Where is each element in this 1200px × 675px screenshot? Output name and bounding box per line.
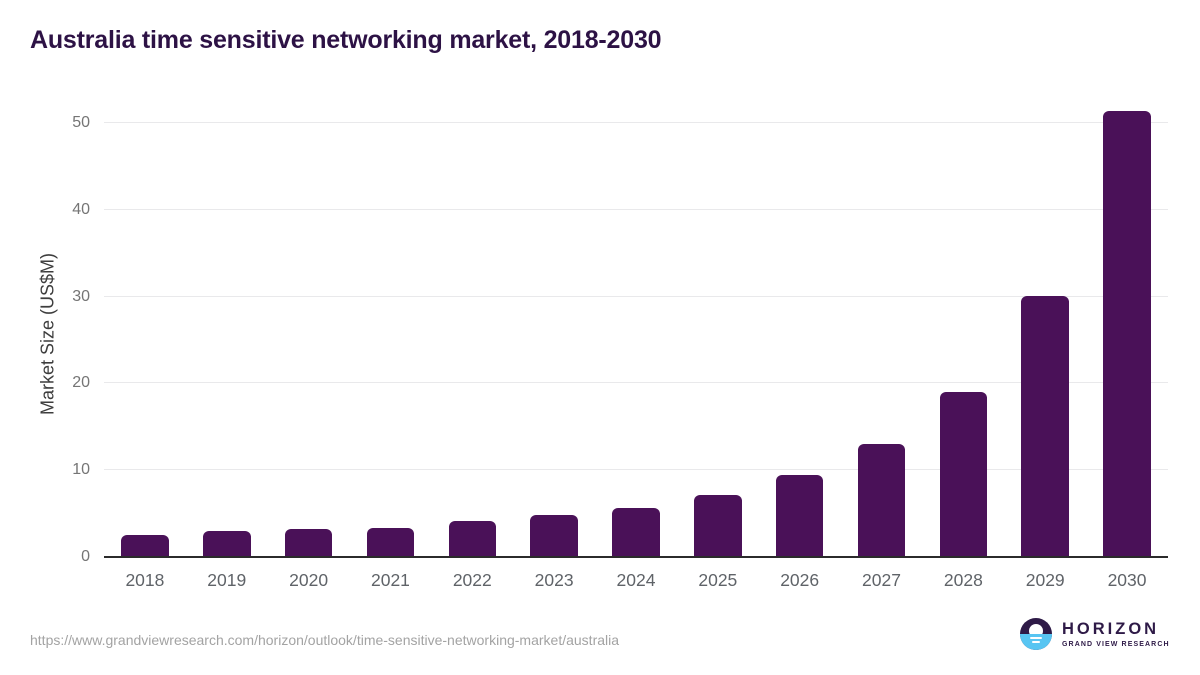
brand-logo: HORIZON GRAND VIEW RESEARCH	[1020, 618, 1170, 650]
bar-band-2022	[431, 111, 513, 557]
x-tick-label-2024: 2024	[616, 570, 656, 590]
x-tick-label-2019: 2019	[207, 570, 247, 590]
brand-subtitle: GRAND VIEW RESEARCH	[1062, 640, 1170, 648]
x-tick-label-2029: 2029	[1025, 570, 1065, 590]
x-tick-label-2026: 2026	[780, 570, 820, 590]
bar-band-2023	[513, 111, 595, 557]
bar-band-2027	[841, 111, 923, 557]
bar-2029[interactable]	[1021, 295, 1069, 557]
plot-area	[104, 111, 1168, 558]
bar-band-2029	[1004, 111, 1086, 557]
y-tick-label-50: 50	[72, 114, 90, 132]
water-icon	[1020, 634, 1052, 650]
bar-2020[interactable]	[284, 529, 333, 557]
wave-line-icon	[1032, 641, 1040, 643]
x-tick-label-2025: 2025	[698, 570, 738, 590]
gridline	[104, 469, 1168, 471]
x-axis-tick-labels: 2018 2019 2020 2021 2022 2023 2024 2025 2026 2027…	[104, 570, 1168, 591]
bar-band-2030	[1086, 111, 1168, 557]
gridline	[104, 122, 1168, 124]
bar-band-2026	[759, 111, 841, 557]
bar-2028[interactable]	[939, 392, 988, 557]
bar-band-2019	[186, 111, 268, 557]
brand-name: HORIZON	[1062, 619, 1160, 638]
x-tick-label-2018: 2018	[125, 570, 165, 590]
x-tick-label-2028: 2028	[943, 570, 983, 590]
bar-band-2028	[922, 111, 1004, 557]
bar-2027[interactable]	[857, 444, 906, 557]
bar-2023[interactable]	[530, 515, 578, 557]
bar-band-2021	[350, 111, 432, 557]
y-tick-label-30: 30	[72, 287, 90, 305]
bar-band-2025	[677, 111, 759, 557]
bar-2022[interactable]	[448, 521, 497, 557]
bar-2024[interactable]	[612, 507, 660, 557]
bar-band-2018	[104, 111, 186, 557]
bar-series	[104, 111, 1168, 557]
x-tick-label-2027: 2027	[862, 570, 901, 590]
gridline	[104, 382, 1168, 384]
bar-2026[interactable]	[775, 474, 824, 557]
bar-2021[interactable]	[366, 527, 415, 557]
x-tick-label-2020: 2020	[289, 570, 329, 590]
source-url: https://www.grandviewresearch.com/horizo…	[30, 632, 620, 648]
x-tick-label-2023: 2023	[534, 570, 574, 590]
bar-band-2020	[268, 111, 350, 557]
y-tick-label-0: 0	[81, 548, 90, 565]
bar-2025[interactable]	[694, 494, 742, 557]
gridline	[104, 208, 1168, 210]
y-tick-label-10: 10	[72, 461, 90, 479]
y-tick-label-40: 40	[72, 200, 90, 218]
x-tick-label-2030: 2030	[1107, 570, 1147, 590]
sun-over-water-icon	[1020, 618, 1052, 650]
brand-logo-text: HORIZON GRAND VIEW RESEARCH	[1062, 619, 1170, 648]
y-tick-label-20: 20	[72, 374, 90, 392]
bar-2018[interactable]	[121, 535, 169, 557]
bar-2030[interactable]	[1103, 111, 1151, 557]
x-tick-label-2022: 2022	[452, 570, 492, 590]
x-tick-label-2021: 2021	[370, 570, 410, 590]
bar-2019[interactable]	[203, 530, 251, 557]
chart-title: Australia time sensitive networking mark…	[30, 26, 662, 54]
wave-line-icon	[1030, 637, 1042, 639]
x-axis-line	[104, 556, 1168, 558]
gridline	[104, 295, 1168, 297]
bar-band-2024	[595, 111, 677, 557]
